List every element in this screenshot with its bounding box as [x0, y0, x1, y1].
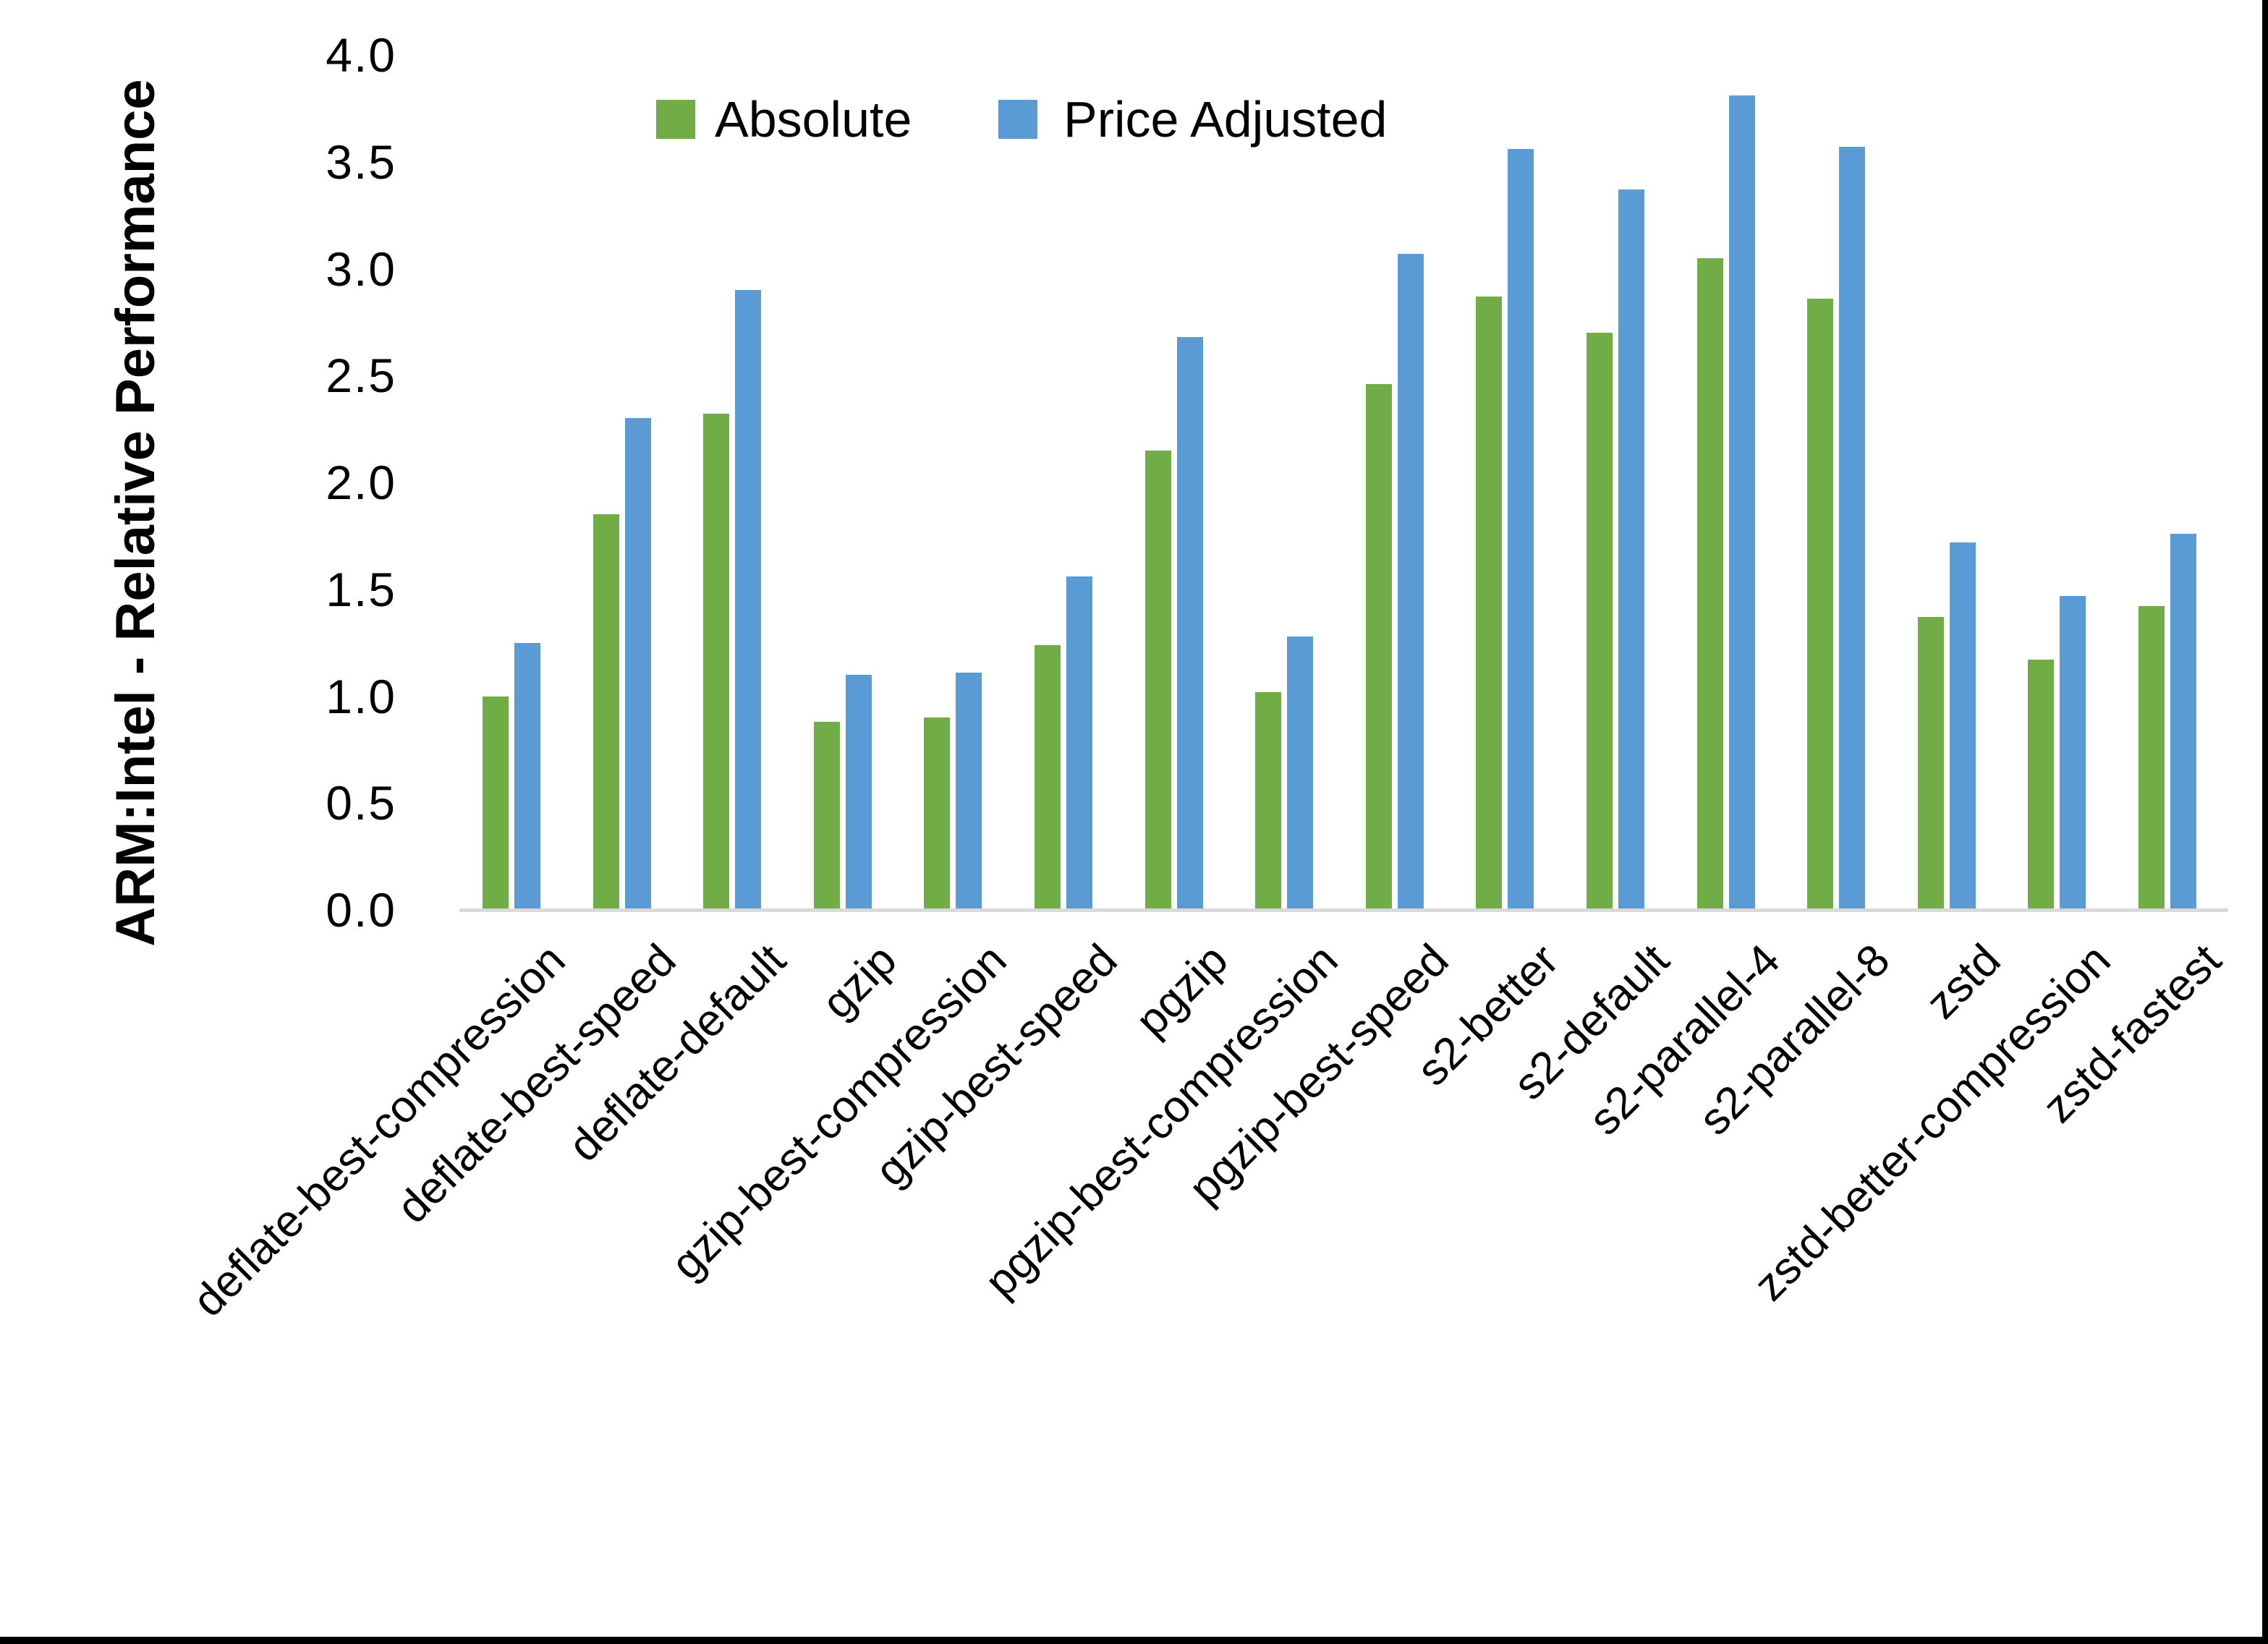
bar-absolute-pgzip: [1144, 450, 1171, 910]
bar-absolute-s2-better: [1476, 296, 1503, 910]
bar-price-adjusted-zstd: [1949, 542, 1976, 910]
bar-price-adjusted-s2-default: [1618, 189, 1644, 910]
bar-price-adjusted-gzip: [845, 674, 872, 910]
bar-price-adjusted-pgzip-best-speed: [1397, 253, 1424, 910]
y-tick-label: 2.0: [326, 456, 396, 509]
y-tick-label: 3.0: [326, 242, 396, 296]
bar-absolute-deflate-best-compression: [483, 696, 509, 910]
bar-absolute-pgzip-best-compression: [1255, 691, 1282, 910]
bar-absolute-gzip-best-speed: [1035, 644, 1061, 910]
legend-label: Price Adjusted: [1063, 91, 1388, 148]
bar-price-adjusted-deflate-default: [735, 290, 762, 910]
y-tick-label: 3.5: [326, 135, 396, 189]
image-bottom-border: [0, 1637, 2268, 1644]
y-tick-label: 1.0: [326, 669, 396, 723]
bar-price-adjusted-deflate-best-compression: [514, 642, 540, 910]
bar-absolute-s2-default: [1587, 333, 1613, 910]
y-tick-label: 0.0: [326, 883, 396, 937]
bar-price-adjusted-gzip-best-compression: [956, 672, 982, 910]
bar-price-adjusted-zstd-better-compression: [2060, 595, 2086, 910]
bar-price-adjusted-s2-better: [1508, 149, 1534, 910]
bar-price-adjusted-gzip-best-speed: [1066, 576, 1092, 910]
bar-absolute-zstd-fastest: [2139, 606, 2165, 910]
y-axis-title: ARM:Intel - Relative Performance: [105, 79, 166, 947]
bar-absolute-s2-parallel-8: [1807, 298, 1834, 910]
y-tick-label: 1.5: [326, 562, 396, 616]
y-tick-label: 4.0: [326, 28, 396, 82]
legend-label: Absolute: [715, 91, 912, 148]
bar-absolute-zstd-better-compression: [2028, 660, 2055, 910]
bar-price-adjusted-pgzip-best-compression: [1287, 636, 1314, 910]
bar-price-adjusted-zstd-fastest: [2170, 533, 2196, 910]
bar-absolute-s2-parallel-4: [1696, 257, 1723, 910]
x-axis-line: [459, 908, 2228, 912]
bar-absolute-deflate-best-speed: [593, 514, 619, 910]
bar-price-adjusted-s2-parallel-4: [1728, 95, 1755, 910]
bar-absolute-deflate-default: [703, 414, 730, 910]
bar-absolute-gzip-best-compression: [924, 717, 951, 910]
bar-price-adjusted-deflate-best-speed: [624, 418, 651, 910]
bar-price-adjusted-pgzip: [1176, 337, 1203, 910]
image-right-border: [2262, 0, 2268, 1644]
bar-absolute-pgzip-best-speed: [1365, 384, 1392, 910]
legend-swatch-absolute: [656, 100, 695, 139]
y-tick-label: 0.5: [326, 776, 396, 830]
bar-absolute-gzip: [813, 721, 840, 910]
bar-absolute-zstd: [1917, 617, 1944, 910]
y-tick-label: 2.5: [326, 349, 396, 403]
legend-swatch-price-adjusted: [998, 100, 1037, 139]
bar-price-adjusted-s2-parallel-8: [1839, 147, 1866, 910]
